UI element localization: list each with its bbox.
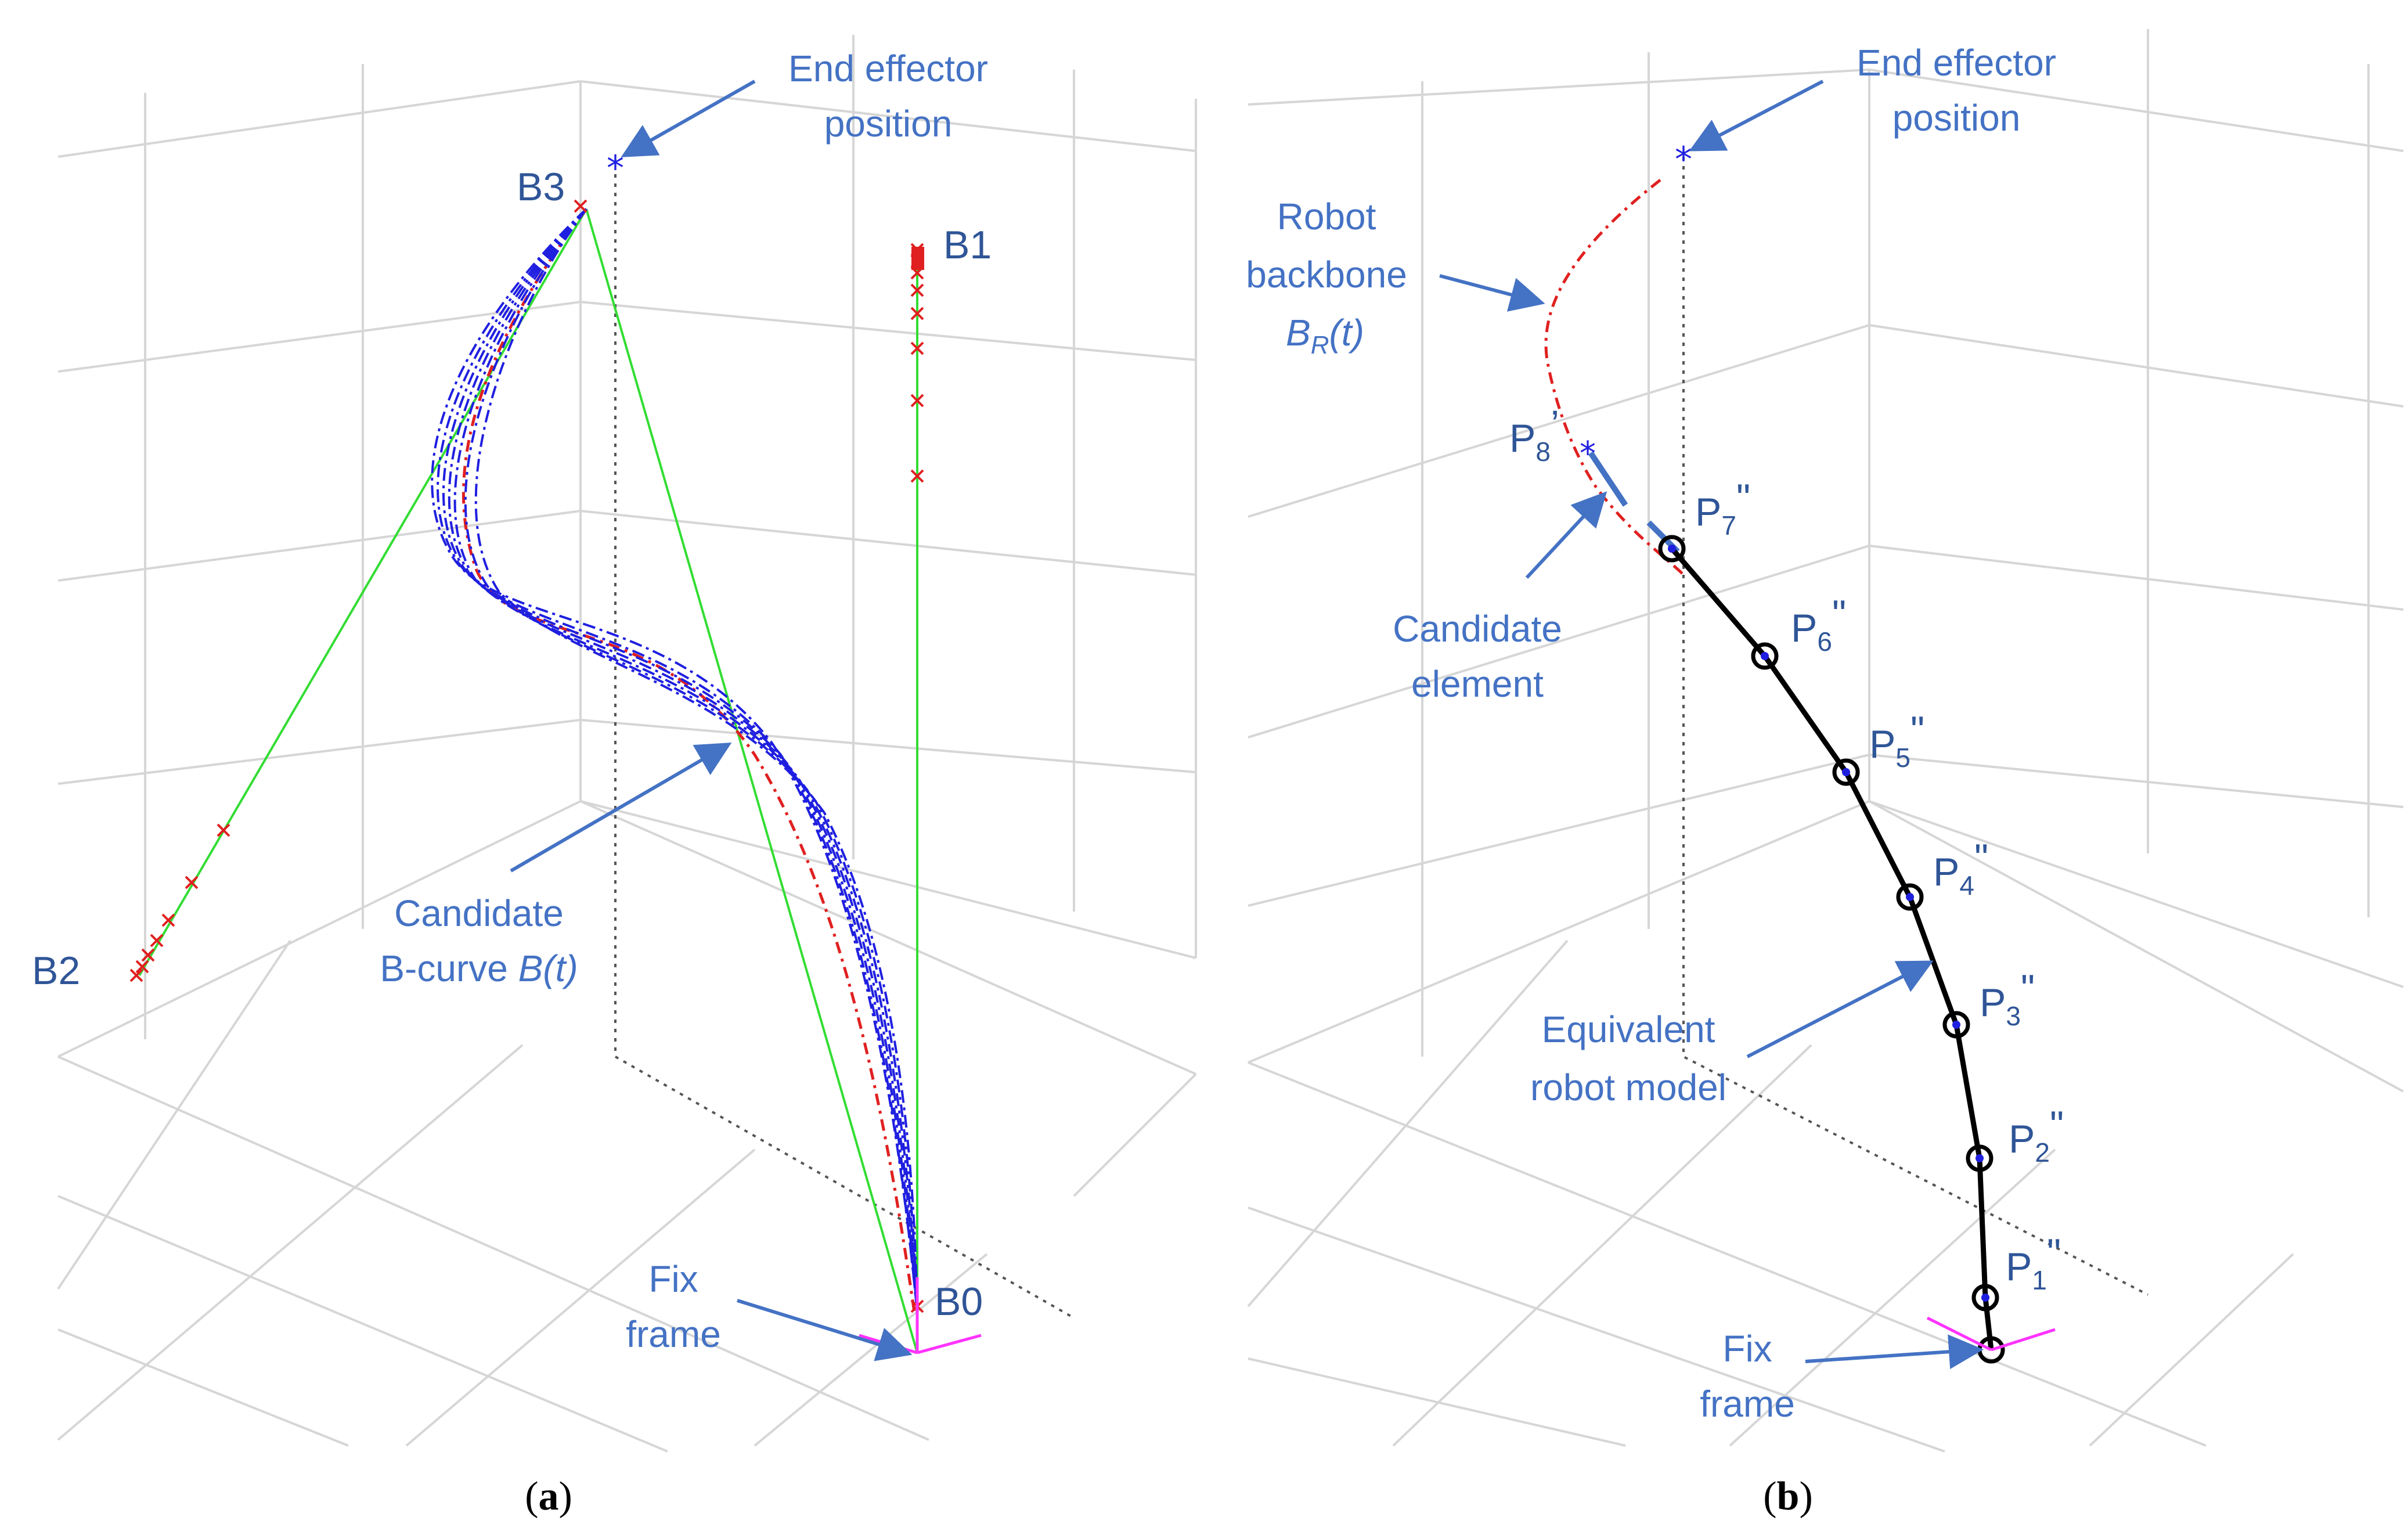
- joint-label-p3: P3": [1980, 967, 2035, 1031]
- arrow-candidate-element: [1525, 491, 1607, 579]
- fix-frame-label-b-line2: frame: [1700, 1383, 1795, 1425]
- joint-label-p1-sub: 1: [2032, 1265, 2047, 1295]
- caption-b-letter: b: [1777, 1474, 1800, 1519]
- candidate-label-a-math: B(t): [518, 948, 578, 989]
- p8-star: *: [1580, 435, 1596, 473]
- backbone-math-t: (t): [1329, 312, 1364, 354]
- fix-frame-label-a-line1: Fix: [648, 1258, 698, 1300]
- control-point-markers-a: [129, 199, 924, 1313]
- robot-joints: [1658, 535, 2005, 1364]
- joint-label-p3-sub: 3: [2006, 1001, 2021, 1031]
- joint-label-p3-letter: P: [1980, 981, 2006, 1025]
- p8-letter: P: [1509, 416, 1535, 460]
- caption-b-close: ): [1799, 1474, 1812, 1519]
- joint-label-p7-sup: ": [1736, 476, 1750, 520]
- joint-label-p7-letter: P: [1695, 490, 1721, 534]
- robot-backbone-curve: [1544, 179, 1685, 576]
- joint-label-p5-sub: 5: [1895, 743, 1910, 773]
- joint-label-p2-sup: ": [2050, 1103, 2064, 1147]
- joint-label-p5-sup: ": [1910, 708, 1924, 752]
- fix-frame-label-a-line2: frame: [626, 1313, 721, 1355]
- candidate-element-label-line1: Candidate: [1393, 608, 1562, 650]
- candidate-label-a-line2: B-curve B(t): [380, 948, 578, 989]
- joint-labels: P7" P6" P5" P4" P3" P2" P1": [1695, 476, 2064, 1295]
- arrow-backbone: [1439, 274, 1545, 312]
- arrow-end-effector-a: [621, 80, 756, 157]
- joint-label-p1: P1": [2006, 1231, 2061, 1295]
- joint-label-p7: P7": [1695, 476, 1750, 541]
- joint-label-p5-letter: P: [1869, 722, 1895, 766]
- end-effector-star-a: *: [607, 148, 624, 189]
- guide-b2-b3: [138, 208, 587, 977]
- equivalent-robot-model: [1670, 547, 1994, 1350]
- end-effector-label-a-line2: position: [824, 103, 953, 145]
- projection-lines-a: [614, 174, 1075, 1319]
- caption-b-open: (: [1763, 1474, 1776, 1519]
- joint-label-p4: P4": [1933, 836, 1988, 900]
- p8-sup: ’: [1551, 402, 1559, 446]
- arrow-candidate-a: [510, 742, 732, 873]
- projection-lines-b: [1682, 157, 2149, 1296]
- backbone-math-sub: R: [1311, 331, 1329, 359]
- joint-label-p6-sup: ": [1832, 592, 1846, 636]
- node-label-b2: B2: [32, 949, 80, 993]
- joint-label-p7-sub: 7: [1721, 510, 1736, 541]
- joint-label-p4-sup: ": [1974, 836, 1988, 880]
- end-effector-label-a-line1: End effector: [788, 48, 988, 89]
- caption-a-letter: a: [539, 1474, 559, 1519]
- panel-b-grid: [1247, 29, 2404, 1453]
- candidate-element-label-line2: element: [1411, 663, 1544, 705]
- caption-b: (b): [1763, 1474, 1813, 1519]
- equivalent-model-label-line2: robot model: [1530, 1067, 1726, 1108]
- backbone-label-line1: Robot: [1277, 196, 1376, 237]
- p8-label: P8’: [1509, 402, 1559, 467]
- fix-frame-label-b-line1: Fix: [1722, 1328, 1772, 1370]
- b1-marker-cluster: [911, 247, 924, 270]
- arrow-equivalent-model: [1746, 960, 1934, 1058]
- panel-b: * *: [1246, 29, 2404, 1519]
- joint-label-p1-letter: P: [2006, 1245, 2032, 1289]
- joint-label-p2-letter: P: [2009, 1117, 2035, 1161]
- arrow-fix-frame-b: [1805, 1334, 1984, 1370]
- end-effector-label-b-line1: End effector: [1857, 42, 2056, 84]
- node-label-b0: B0: [935, 1280, 983, 1324]
- p8-sub: 8: [1535, 437, 1551, 467]
- joint-label-p5: P5": [1869, 708, 1924, 773]
- joint-label-p1-sup: ": [2047, 1231, 2061, 1275]
- joint-label-p6-letter: P: [1791, 606, 1817, 650]
- node-label-b3: B3: [517, 165, 565, 209]
- arrow-fix-frame-a: [737, 1299, 913, 1361]
- backbone-label-math: BR(t): [1286, 312, 1364, 359]
- backbone-curve-a: [462, 208, 916, 1313]
- candidate-curves: [431, 208, 918, 1313]
- candidate-label-a-line1: Candidate: [394, 892, 564, 934]
- candidate-element-line: [1588, 451, 1628, 507]
- joint-label-p6: P6": [1791, 592, 1846, 657]
- joint-label-p4-letter: P: [1933, 850, 1959, 894]
- candidate-label-a-prefix: B-curve: [380, 948, 518, 989]
- backbone-math-b: B: [1286, 312, 1311, 354]
- joint-label-p6-sub: 6: [1817, 626, 1832, 657]
- guide-b0-b3: [585, 208, 918, 1353]
- end-effector-label-b-line2: position: [1892, 97, 2021, 139]
- joint-label-p2-sub: 2: [2035, 1137, 2050, 1168]
- joint-label-p2: P2": [2009, 1103, 2064, 1168]
- backbone-label-line2: backbone: [1246, 254, 1407, 296]
- panel-a: * End effector position B3 B1 B2 B0 Cand…: [32, 35, 1197, 1519]
- caption-a-open: (: [525, 1474, 538, 1519]
- caption-a-close: ): [559, 1474, 572, 1519]
- robot-joint-centers: [1668, 545, 1989, 1302]
- arrow-end-effector-b: [1689, 80, 1824, 152]
- panel-a-grid: [57, 35, 1197, 1453]
- equivalent-model-label-line1: Equivalent: [1542, 1008, 1715, 1050]
- node-label-b1: B1: [943, 223, 992, 267]
- caption-a: (a): [525, 1474, 572, 1519]
- joint-label-p3-sup: ": [2021, 967, 2035, 1011]
- end-effector-star-b: *: [1675, 139, 1692, 180]
- joint-label-p4-sub: 4: [1959, 870, 1974, 900]
